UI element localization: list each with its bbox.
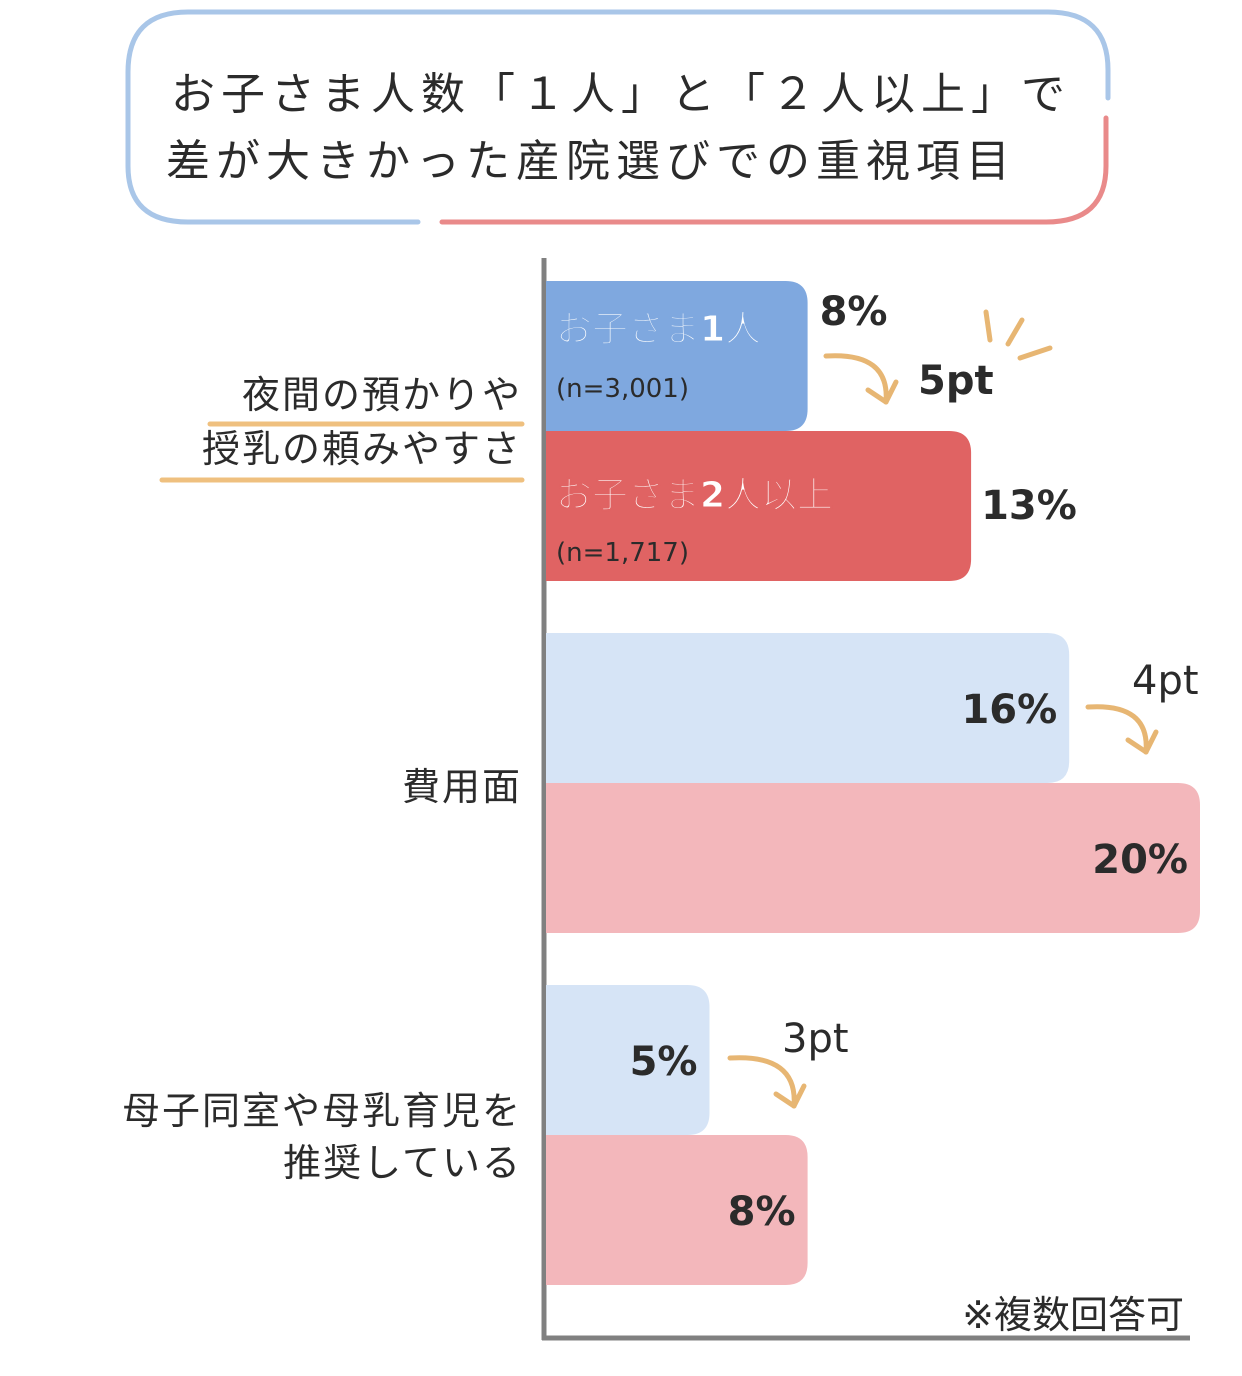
chart-title-line1: お子さま人数「１人」と「２人以上」で <box>171 69 1071 120</box>
diff-arrowhead-0 <box>865 379 899 405</box>
series-name-0: お子さま1人 <box>556 309 761 350</box>
value-label-0-1: 16% <box>961 687 1057 733</box>
diff-arrow-2 <box>727 1055 797 1109</box>
bar-0-2 <box>546 985 710 1135</box>
series-n-1: (n=1,717) <box>556 538 689 568</box>
bar-1-2 <box>546 1135 808 1285</box>
bar-1-0 <box>546 431 972 581</box>
sparkle-line <box>983 309 993 343</box>
category-label-0-1: 授乳の頼みやすさ <box>202 427 522 471</box>
bar-0-0 <box>546 281 808 431</box>
category-label-2-0: 母子同室や母乳育児を <box>122 1089 522 1133</box>
diff-label-2: 3pt <box>782 1016 849 1062</box>
value-label-0-2: 5% <box>630 1039 698 1085</box>
category-label-0-0: 夜間の預かりや <box>242 373 522 417</box>
footnote: ※複数回答可 <box>962 1293 1184 1337</box>
category-label-2-1: 推奨している <box>283 1141 522 1185</box>
chart-title-line2: 差が大きかった産院選びでの重視項目 <box>166 136 1016 187</box>
category-label-1-0: 費用面 <box>402 765 522 809</box>
diff-arrow-1 <box>1085 704 1149 755</box>
series-name-1: お子さま2人以上 <box>556 475 833 516</box>
diff-label-0: 5pt <box>918 358 994 404</box>
title-frame-blue <box>125 9 1111 225</box>
value-label-1-1: 20% <box>1092 837 1188 883</box>
diff-arrowhead-1 <box>1125 729 1159 755</box>
value-label-0-0: 8% <box>820 289 888 335</box>
bar-1-1 <box>546 783 1200 933</box>
title-box: お子さま人数「１人」と「２人以上」で 差が大きかった産院選びでの重視項目 <box>0 0 1242 240</box>
value-label-1-0: 13% <box>981 483 1077 529</box>
title-frame-red <box>439 115 1109 225</box>
diff-arrowhead-2 <box>773 1083 807 1109</box>
bar-0-1 <box>546 633 1070 783</box>
value-label-1-2: 8% <box>728 1189 796 1235</box>
sparkle-line <box>1017 345 1053 361</box>
diff-label-1: 4pt <box>1132 658 1199 704</box>
series-n-0: (n=3,001) <box>556 374 689 404</box>
title-frame <box>125 9 1111 225</box>
diff-arrow-0 <box>823 353 889 405</box>
sparkle-line <box>1005 317 1025 347</box>
